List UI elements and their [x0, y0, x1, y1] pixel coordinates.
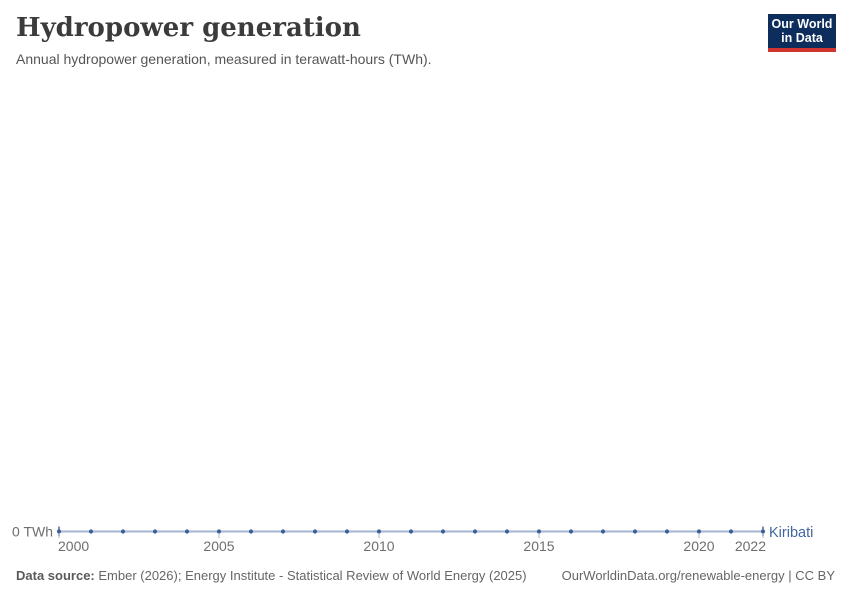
chart-footer: Data source: Ember (2026); Energy Instit…: [16, 568, 835, 584]
x-axis-tick-label: 2000: [58, 538, 89, 554]
x-axis-tick-label: 2020: [683, 538, 714, 554]
data-point: [472, 529, 478, 534]
data-point: [632, 529, 638, 534]
data-point: [696, 529, 702, 534]
owid-url-link[interactable]: OurWorldinData.org/renewable-energy | CC…: [561, 568, 835, 583]
owid-logo-line1: Our World: [771, 17, 833, 31]
data-source-label: Data source:: [16, 568, 95, 583]
data-point: [728, 529, 734, 534]
data-point: [56, 529, 62, 534]
data-point: [600, 529, 606, 534]
x-axis-tick-label: 2010: [363, 538, 394, 554]
data-point: [376, 529, 382, 534]
x-axis-tick-label: 2005: [203, 538, 234, 554]
y-axis-tick-label: 0 TWh: [12, 524, 53, 540]
data-point: [760, 529, 766, 534]
data-point: [120, 529, 126, 534]
owid-logo: Our World in Data: [768, 14, 836, 52]
data-point: [152, 529, 158, 534]
x-axis-tick-label: 2022: [735, 538, 766, 554]
data-point: [568, 529, 574, 534]
data-point: [184, 529, 190, 534]
data-source-text: Ember (2026); Energy Institute - Statist…: [94, 568, 527, 583]
chart-subtitle: Annual hydropower generation, measured i…: [16, 51, 432, 67]
data-point: [504, 529, 510, 534]
owid-logo-line2: in Data: [781, 31, 823, 45]
data-point: [280, 529, 286, 534]
data-point: [440, 529, 446, 534]
chart-title: Hydropower generation: [16, 13, 361, 43]
data-point: [536, 529, 542, 534]
data-point: [344, 529, 350, 534]
data-source-note: Data source: Ember (2026); Energy Instit…: [16, 568, 527, 584]
data-point: [88, 529, 94, 534]
data-point: [216, 529, 222, 534]
x-axis-tick-label: 2015: [523, 538, 554, 554]
data-point: [408, 529, 414, 534]
entity-label[interactable]: Kiribati: [769, 525, 813, 541]
data-point: [248, 529, 254, 534]
data-point: [312, 529, 318, 534]
data-point: [664, 529, 670, 534]
